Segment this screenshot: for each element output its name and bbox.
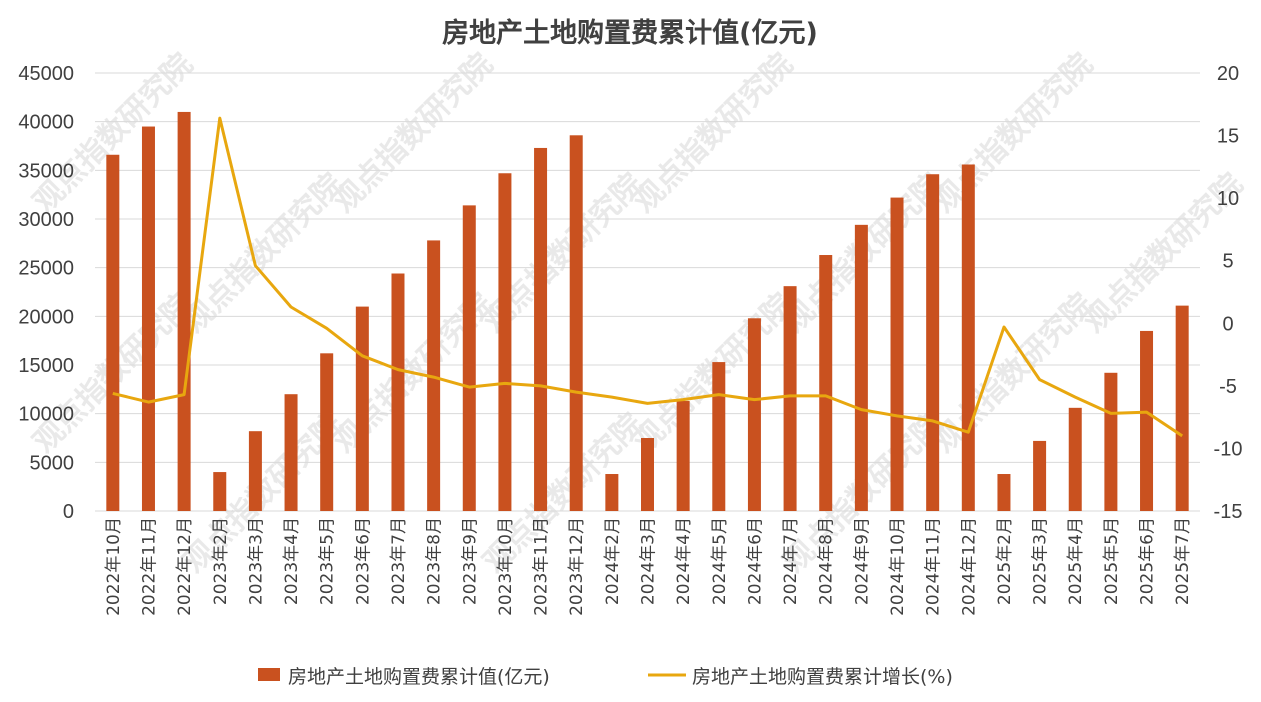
x-tick-label: 2024年12月: [959, 517, 979, 616]
x-tick-label: 2025年5月: [1102, 517, 1122, 605]
legend: 房地产土地购置费累计值(亿元) 房地产土地购置费累计增长(%): [258, 666, 953, 688]
x-tick-label: 2024年8月: [817, 517, 837, 605]
gridlines: [95, 72, 1200, 512]
x-tick-label: 2023年12月: [567, 517, 587, 616]
left-y-tick: 5000: [30, 452, 75, 474]
x-tick-label: 2023年2月: [211, 517, 231, 605]
x-tick-label: 2023年4月: [282, 517, 302, 605]
left-y-tick: 10000: [18, 404, 74, 426]
bar: [177, 111, 191, 511]
x-tick-label: 2024年5月: [710, 517, 730, 605]
right-y-tick: 5: [1222, 251, 1233, 273]
x-tick-label: 2025年7月: [1173, 517, 1193, 605]
x-tick-label: 2025年4月: [1066, 517, 1086, 605]
bar: [248, 431, 262, 511]
x-tick-label: 2024年7月: [781, 517, 801, 605]
bar: [569, 135, 583, 511]
x-tick-label: 2023年8月: [425, 517, 445, 605]
right-y-tick: 15: [1217, 126, 1239, 148]
x-tick-label: 2024年2月: [603, 517, 623, 605]
right-y-tick: -15: [1214, 501, 1243, 523]
bar: [1104, 372, 1118, 511]
x-tick-label: 2022年11月: [139, 517, 159, 616]
bar: [284, 394, 298, 511]
bar: [106, 154, 120, 511]
bar: [320, 353, 334, 511]
bar: [926, 174, 940, 511]
x-tick-label: 2023年9月: [460, 517, 480, 605]
legend-line-label: 房地产土地购置费累计增长(%): [692, 666, 953, 688]
left-y-tick: 20000: [18, 306, 74, 328]
bar-series: [106, 111, 1189, 512]
growth-line: [112, 116, 1184, 438]
bar: [1175, 305, 1189, 511]
left-y-tick: 25000: [18, 258, 74, 280]
legend-bar-swatch: [258, 668, 280, 681]
x-tick-label: 2025年3月: [1031, 517, 1051, 605]
x-tick-label: 2023年5月: [318, 517, 338, 605]
left-y-tick: 45000: [18, 63, 74, 85]
x-axis: 2022年10月 2022年11月 2022年12月 2023年2月 2023年3月 20…: [104, 517, 1193, 616]
x-tick-label: 2024年4月: [674, 517, 694, 605]
x-tick-label: 2024年3月: [639, 517, 659, 605]
right-y-tick: 10: [1217, 188, 1239, 210]
chart-title: 房地产土地购置费累计值(亿元): [442, 18, 818, 49]
bar: [712, 362, 726, 511]
x-tick-label: 2025年6月: [1138, 517, 1158, 605]
bar: [676, 401, 690, 511]
x-tick-label: 2022年10月: [104, 517, 124, 616]
x-tick-label: 2022年12月: [175, 517, 195, 616]
bar: [391, 273, 405, 511]
x-tick-label: 2024年6月: [745, 517, 765, 605]
bar: [641, 438, 654, 511]
x-tick-label: 2023年7月: [389, 517, 409, 605]
bar: [961, 164, 975, 511]
x-tick-label: 2023年10月: [496, 517, 516, 616]
bar: [783, 286, 797, 511]
bar: [819, 255, 833, 511]
bar: [890, 197, 904, 511]
left-y-tick: 35000: [18, 160, 74, 182]
right-y-tick: -5: [1219, 376, 1237, 398]
legend-bar-label: 房地产土地购置费累计值(亿元): [288, 666, 550, 688]
right-y-tick: 20: [1217, 63, 1239, 85]
bar: [997, 474, 1011, 511]
bar: [498, 173, 512, 511]
left-y-tick: 0: [63, 501, 74, 523]
x-tick-label: 2024年10月: [888, 517, 908, 616]
x-tick-label: 2023年3月: [246, 517, 266, 605]
bar: [605, 474, 619, 511]
x-tick-label: 2025年2月: [995, 517, 1015, 605]
bar: [1140, 330, 1154, 511]
left-y-tick: 15000: [18, 355, 74, 377]
bar: [854, 224, 868, 511]
right-y-axis: -15 -10 -5 0 5 10 15 20: [1214, 63, 1243, 523]
x-tick-label: 2024年11月: [924, 517, 944, 616]
bar: [1068, 407, 1082, 511]
bar: [1033, 440, 1047, 511]
x-tick-label: 2023年6月: [353, 517, 373, 605]
right-y-tick: 0: [1222, 313, 1233, 335]
left-y-axis: 0 5000 10000 15000 20000 25000 30000 35000 40000…: [18, 63, 74, 523]
bar: [355, 306, 369, 511]
left-y-tick: 40000: [18, 112, 74, 134]
bar: [534, 147, 548, 512]
bar: [213, 472, 227, 511]
line-series: [112, 116, 1184, 438]
bar: [462, 205, 476, 511]
x-tick-label: 2024年9月: [852, 517, 872, 605]
x-tick-label: 2023年11月: [532, 517, 552, 616]
bar: [141, 126, 155, 512]
bar: [747, 318, 761, 511]
left-y-tick: 30000: [18, 209, 74, 231]
right-y-tick: -10: [1214, 438, 1243, 460]
